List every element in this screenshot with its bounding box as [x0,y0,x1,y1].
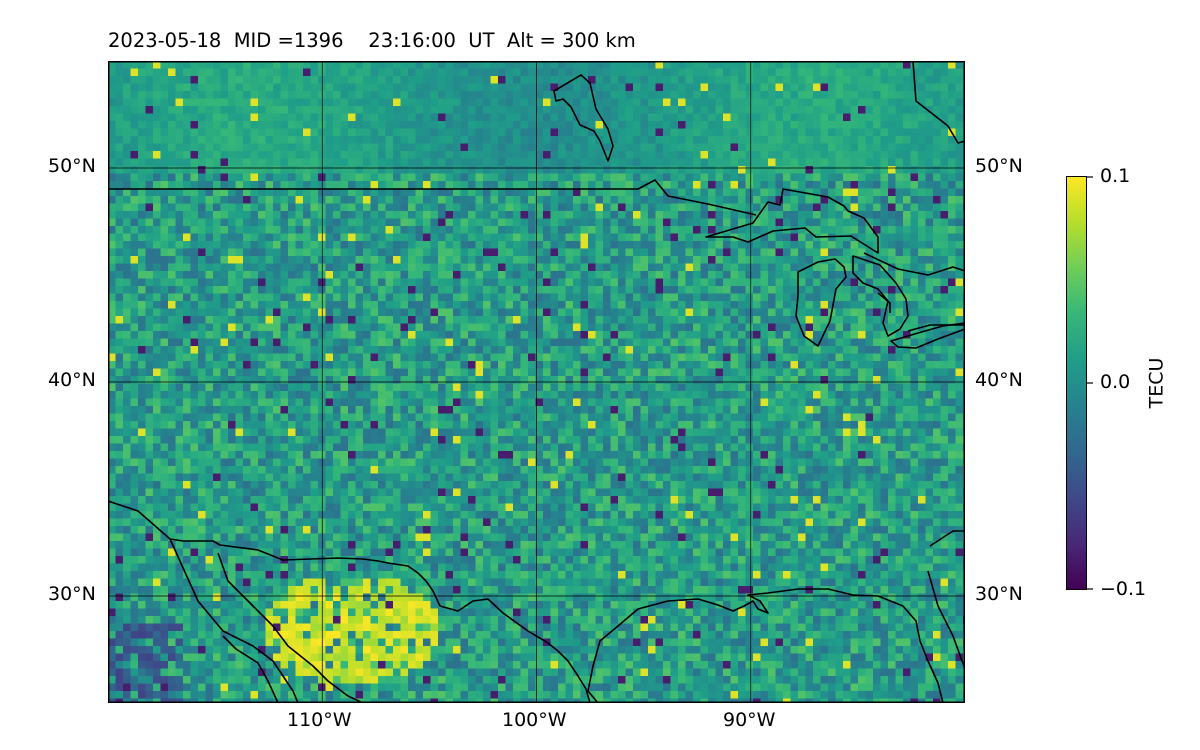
lat-label-right-30: 30°N [975,583,1023,605]
lat-label-right-50: 50°N [975,155,1023,177]
map-canvas [108,61,965,703]
mexico-gulf-coast [587,588,944,703]
colorbar-label: TECU [1145,357,1168,409]
title-altitude: Alt = 300 km [506,29,636,52]
lat-label-left-40: 40°N [48,369,96,391]
map-gridlines [108,61,965,703]
colorbar-tick-label-zero: 0.0 [1100,371,1131,393]
lon-label-90w: 90°W [723,709,776,731]
us-mexico-border [108,500,591,703]
colorbar [1066,176,1087,590]
florida-coast [929,530,965,547]
map-coastlines [108,61,965,703]
lake-ontario-outline [907,324,965,332]
map-title: 2023-05-18 MID =1396 23:16:00 UT Alt = 3… [108,31,636,51]
lon-label-100w: 100°W [502,709,567,731]
lat-label-left-30: 30°N [48,583,96,605]
title-time: 23:16:00 [368,29,456,52]
colorbar-tick-label-max: 0.1 [1100,165,1131,187]
ontario-shore [863,252,965,276]
lake-winnipeg-outline [553,74,614,162]
colorbar-tick-label-min: −0.1 [1100,578,1147,600]
lake-erie-outline [890,322,965,349]
baja-coast-inner [222,635,279,703]
atlantic-coast [927,570,965,670]
lake-huron-bay [877,292,891,313]
gulf-of-california-east [217,552,364,703]
lake-superior-outline [705,188,879,254]
title-date: 2023-05-18 [108,29,222,52]
lake-huron-outline [852,255,909,337]
lat-label-left-50: 50°N [48,155,96,177]
hudson-bay-shore [912,61,965,144]
map-panel [108,61,965,703]
lon-label-110w: 110°W [287,709,352,731]
us-canada-border [108,179,757,216]
tec-heatmap [108,61,965,703]
title-mid: MID =1396 [233,29,344,52]
gulf-of-california-west [169,538,299,703]
title-time-zone: UT [468,29,495,52]
map-frame-border [108,61,965,703]
lat-label-right-40: 40°N [975,369,1023,391]
lake-michigan-outline [795,258,847,347]
